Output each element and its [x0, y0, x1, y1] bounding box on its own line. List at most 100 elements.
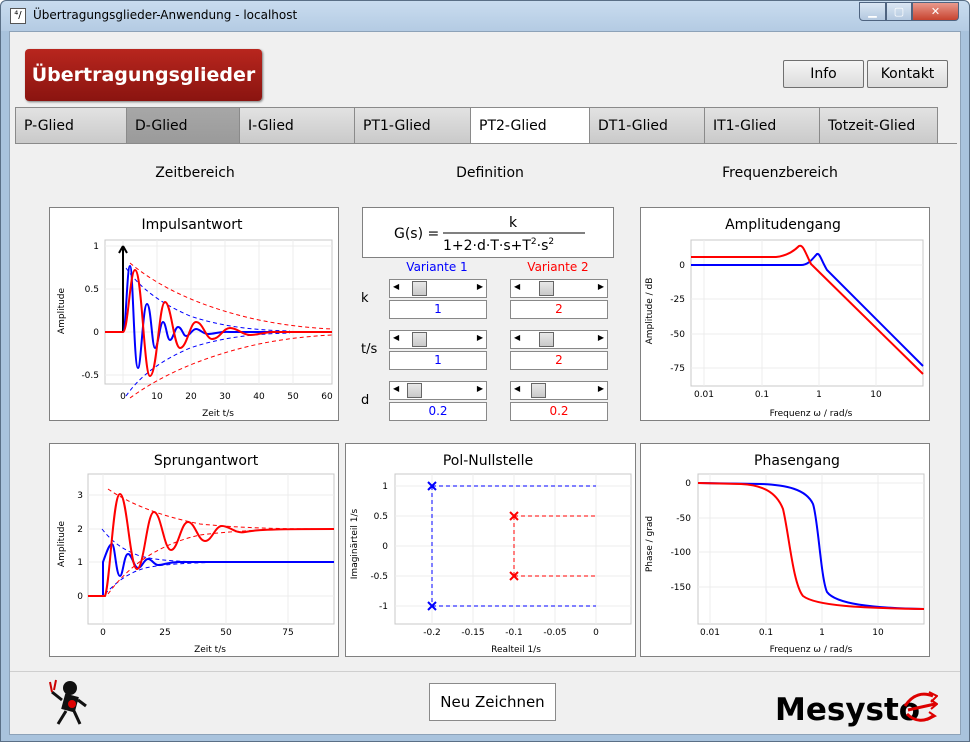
svg-text:Mesysto: Mesysto	[775, 692, 920, 728]
window-title: Übertragungsglieder-Anwendung - localhos…	[33, 8, 298, 22]
minimize-button[interactable]: ▁	[859, 2, 886, 21]
formula-lhs: G(s) =	[394, 226, 439, 242]
y-axis-label: Amplitude	[57, 520, 67, 567]
plot-title: Pol-Nullstelle	[443, 453, 533, 469]
x-tick: 0.1	[755, 390, 769, 400]
y-tick: -0.5	[370, 572, 388, 582]
y-tick: -50	[670, 330, 685, 340]
d-value-variant-1: 0.2	[389, 402, 487, 421]
footer-divider	[10, 671, 960, 672]
x-tick: 10	[872, 628, 884, 638]
x-tick: -0.2	[423, 628, 441, 638]
svg-text:1+2·d·T·s+T2·s2: 1+2·d·T·s+T2·s2	[443, 237, 554, 254]
t-slider-variant-1[interactable]: ◀ ▶	[389, 330, 487, 349]
section-zeitbereich: Zeitbereich	[155, 165, 235, 181]
t-slider-variant-2[interactable]: ◀ ▶	[510, 330, 608, 349]
tab-pt1-glied[interactable]: PT1-Glied	[354, 107, 471, 144]
tab-it1-glied[interactable]: IT1-Glied	[704, 107, 820, 144]
kontakt-button[interactable]: Kontakt	[867, 60, 948, 88]
tab-p-glied[interactable]: P-Glied	[15, 107, 127, 144]
d-slider-variant-1[interactable]: ◀ ▶	[389, 381, 487, 400]
y-tick: 3	[77, 491, 83, 501]
tab-bar: P-Glied D-Glied I-Glied PT1-Glied PT2-Gl…	[15, 107, 955, 145]
x-tick: -0.15	[461, 628, 484, 638]
maximize-button[interactable]: ▢	[886, 2, 912, 21]
k-value-variant-2: 2	[510, 300, 608, 319]
y-tick: 0	[93, 328, 99, 338]
y-tick: 0.5	[85, 285, 99, 295]
x-tick: 60	[321, 392, 333, 402]
y-tick: -50	[676, 514, 691, 524]
x-tick: 30	[219, 392, 231, 402]
x-tick: 25	[159, 628, 170, 638]
k-slider-variant-1[interactable]: ◀ ▶	[389, 279, 487, 298]
x-tick: 0	[593, 628, 599, 638]
phase-plot: Phasengang Phase / grad Frequenz ω / rad…	[640, 443, 930, 657]
x-tick: 0.1	[759, 628, 773, 638]
plot-title: Impulsantwort	[142, 217, 243, 233]
x-tick: -0.05	[543, 628, 566, 638]
plot-title: Phasengang	[754, 453, 840, 469]
tab-i-glied[interactable]: I-Glied	[239, 107, 355, 144]
param-label-t: t/s	[361, 342, 378, 357]
tab-dt1-glied[interactable]: DT1-Glied	[589, 107, 705, 144]
redraw-button[interactable]: Neu Zeichnen	[429, 683, 556, 721]
y-tick: 2	[77, 525, 83, 535]
variant-2-label: Variante 2	[527, 260, 589, 274]
x-axis-label: Realteil 1/s	[491, 645, 541, 655]
y-tick: -75	[670, 364, 685, 374]
y-tick: 1	[77, 558, 83, 568]
step-response-plot: Sprungantwort Amplitude Zeit t/s 0 25 50…	[49, 443, 339, 657]
d-value-variant-2: 0.2	[510, 402, 608, 421]
plot-title: Amplitudengang	[725, 217, 841, 233]
y-tick: 1	[93, 242, 99, 252]
x-tick: 75	[282, 628, 293, 638]
x-axis-label: Zeit t/s	[194, 645, 226, 655]
section-frequenzbereich: Frequenzbereich	[722, 165, 838, 181]
x-tick: 0.01	[694, 390, 714, 400]
k-slider-variant-2[interactable]: ◀ ▶	[510, 279, 608, 298]
formula-numerator: k	[509, 215, 518, 231]
close-button[interactable]: ✕	[912, 2, 959, 21]
y-tick: -25	[670, 295, 685, 305]
y-tick: 1	[382, 482, 388, 492]
y-tick: 0	[77, 592, 83, 602]
x-tick: 0	[120, 392, 126, 402]
section-definition: Definition	[456, 165, 524, 181]
info-button[interactable]: Info	[783, 60, 864, 88]
y-tick: 0	[685, 479, 691, 489]
x-tick: 10	[870, 390, 882, 400]
x-tick: 50	[220, 628, 232, 638]
amplitude-plot: Amplitudengang Amplitude / dB Frequenz ω…	[640, 207, 930, 421]
param-label-d: d	[361, 393, 370, 408]
y-tick: -150	[671, 583, 692, 593]
x-tick: 0	[100, 628, 106, 638]
y-axis-label: Amplitude	[57, 287, 67, 334]
y-tick: 0	[679, 261, 685, 271]
param-label-k: k	[361, 291, 369, 306]
client-area: Übertragungsglieder Info Kontakt P-Glied…	[9, 31, 961, 735]
y-tick: 0.5	[374, 512, 388, 522]
x-tick: 1	[819, 628, 825, 638]
x-tick: 20	[185, 392, 197, 402]
x-axis-label: Frequenz ω / rad/s	[770, 409, 853, 419]
tab-pt2-glied[interactable]: PT2-Glied	[470, 107, 590, 145]
variant-1-label: Variante 1	[406, 260, 468, 274]
t-value-variant-1: 1	[389, 351, 487, 370]
y-tick: -100	[671, 548, 692, 558]
y-axis-label: Phase / grad	[645, 516, 655, 572]
mascot-icon	[48, 678, 90, 726]
y-axis-label: Amplitude / dB	[645, 278, 655, 345]
y-tick: -1	[379, 602, 388, 612]
tab-d-glied[interactable]: D-Glied	[126, 107, 240, 144]
mesysto-logo: Mesysto	[773, 684, 939, 729]
k-value-variant-1: 1	[389, 300, 487, 319]
x-tick: 10	[151, 392, 163, 402]
y-tick: 0	[382, 542, 388, 552]
x-tick: 1	[816, 390, 822, 400]
title-bar: ⁴/ Übertragungsglieder-Anwendung - local…	[1, 1, 969, 31]
tab-totzeit-glied[interactable]: Totzeit-Glied	[819, 107, 938, 144]
pole-zero-plot: Pol-Nullstelle Imaginärteil 1/s Realteil…	[345, 443, 636, 657]
d-slider-variant-2[interactable]: ◀ ▶	[510, 381, 608, 400]
